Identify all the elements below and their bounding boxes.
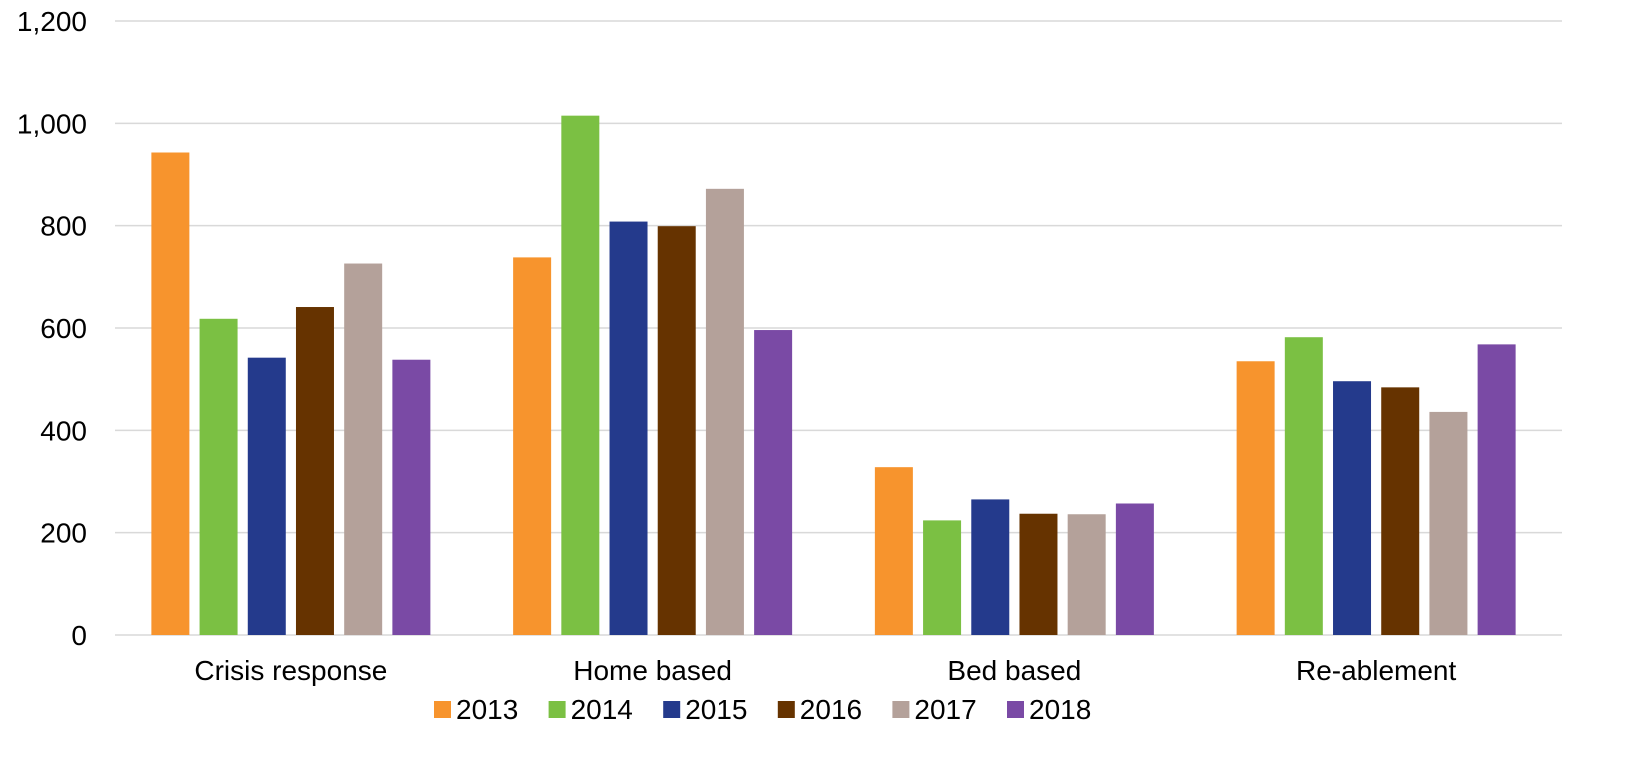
y-tick-label: 200 <box>40 518 87 549</box>
x-axis-category-labels: Crisis response Home based Bed based Re-abl… <box>194 655 1456 686</box>
bar-re-ablement-2014 <box>1284 337 1323 635</box>
bar-bed-based-2015 <box>971 499 1010 635</box>
bar-home-based-2013 <box>513 257 552 635</box>
y-tick-label: 600 <box>40 313 87 344</box>
y-tick-label: 1,200 <box>17 6 87 37</box>
legend: 2013 2014 2015 2016 2017 2018 <box>434 694 1091 725</box>
x-category-label: Home based <box>573 655 732 686</box>
legend-swatch-2017 <box>892 701 910 718</box>
bar-home-based-2014 <box>561 115 600 636</box>
bar-home-based-2017 <box>705 188 744 635</box>
bar-crisis-response-2018 <box>392 359 431 635</box>
x-category-label: Re-ablement <box>1296 655 1457 686</box>
bar-home-based-2016 <box>657 226 696 635</box>
legend-swatch-2013 <box>434 701 451 718</box>
legend-label-2014: 2014 <box>571 694 633 725</box>
bar-re-ablement-2017 <box>1429 411 1468 635</box>
bars <box>151 115 1516 636</box>
legend-label-2017: 2017 <box>914 694 976 725</box>
bar-crisis-response-2016 <box>295 307 334 635</box>
bar-bed-based-2014 <box>923 520 962 635</box>
bar-crisis-response-2013 <box>151 152 190 635</box>
bar-re-ablement-2016 <box>1381 387 1420 635</box>
bar-crisis-response-2015 <box>247 357 286 635</box>
bar-crisis-response-2017 <box>344 263 383 635</box>
x-category-label: Crisis response <box>194 655 387 686</box>
y-tick-label: 800 <box>40 211 87 242</box>
legend-label-2013: 2013 <box>456 694 518 725</box>
legend-swatch-2018 <box>1007 701 1024 718</box>
legend-label-2018: 2018 <box>1029 694 1091 725</box>
bar-bed-based-2018 <box>1115 503 1154 635</box>
bar-home-based-2018 <box>754 330 793 635</box>
legend-label-2016: 2016 <box>800 694 862 725</box>
bar-home-based-2015 <box>609 221 648 635</box>
y-tick-label: 400 <box>40 415 87 446</box>
bar-re-ablement-2018 <box>1477 344 1516 635</box>
legend-swatch-2015 <box>663 701 681 718</box>
legend-swatch-2016 <box>777 701 795 718</box>
bar-bed-based-2013 <box>874 467 913 635</box>
bar-bed-based-2017 <box>1067 514 1106 635</box>
bar-crisis-response-2014 <box>199 318 238 635</box>
y-tick-label: 0 <box>71 620 87 651</box>
bar-re-ablement-2015 <box>1333 381 1372 635</box>
bar-bed-based-2016 <box>1019 513 1058 635</box>
legend-label-2015: 2015 <box>685 694 747 725</box>
y-tick-label: 1,000 <box>17 108 87 139</box>
x-category-label: Bed based <box>947 655 1081 686</box>
y-axis-tick-labels: 0 200 400 600 800 1,000 1,200 <box>17 6 87 651</box>
bar-re-ablement-2013 <box>1236 361 1275 635</box>
legend-swatch-2014 <box>548 701 566 718</box>
